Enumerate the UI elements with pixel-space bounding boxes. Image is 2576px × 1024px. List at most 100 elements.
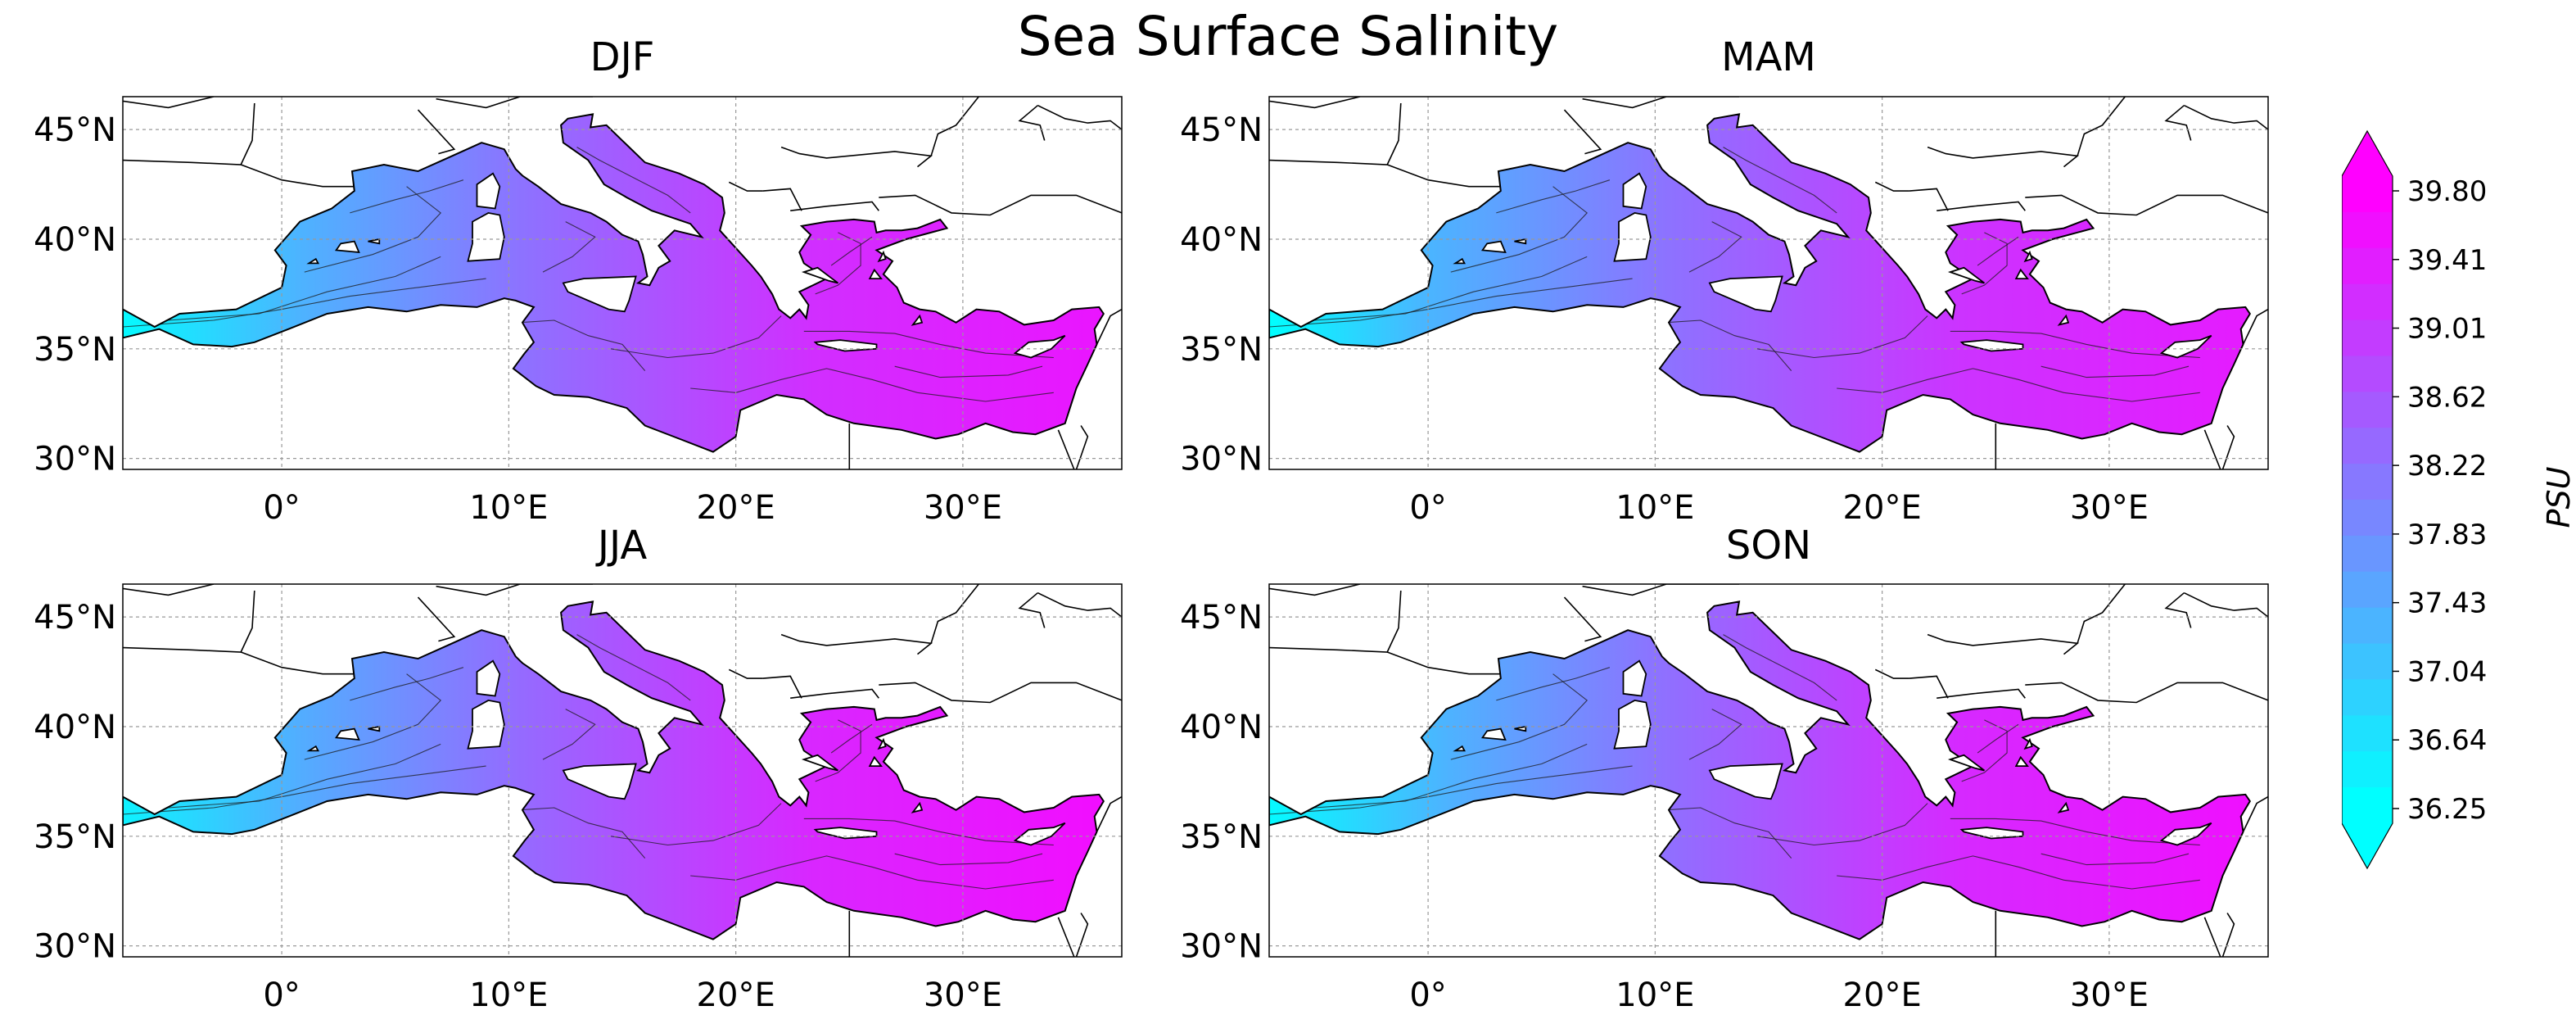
- map-frame: [1268, 583, 2269, 958]
- salinity-contour: [1269, 765, 1633, 815]
- colorbar-tick-label: 36.25: [2407, 793, 2487, 826]
- lat-tick-label: 30°N: [1180, 441, 1263, 478]
- island: [1514, 238, 1527, 245]
- coastline: [930, 97, 979, 156]
- island: [334, 240, 360, 254]
- island: [868, 755, 883, 767]
- salinity-contour: [1496, 179, 1611, 214]
- colorbar-segment: [2342, 319, 2393, 357]
- colorbar-segment: [2342, 211, 2393, 249]
- salinity-contour: [1723, 634, 1837, 701]
- coastline: [1927, 146, 2080, 168]
- land-coastlines: [123, 97, 1122, 469]
- map-panel-djf: 45°N 40°N 35°N 30°N 0° 10°E 20°E 30°E: [34, 96, 1123, 524]
- salinity-contour: [1950, 330, 2200, 359]
- salinity-contour: [304, 673, 442, 760]
- islands: [1453, 659, 2212, 846]
- island: [911, 801, 924, 813]
- salinity-contour: [1314, 256, 1588, 321]
- island: [801, 266, 838, 284]
- lon-tick-label: 20°E: [1843, 976, 1922, 1012]
- sea-coastline: [123, 113, 1105, 453]
- lat-tick-label: 30°N: [34, 928, 116, 966]
- land-coastlines: [123, 584, 1122, 957]
- coastline: [2025, 194, 2268, 216]
- salinity-contour: [1977, 236, 2019, 266]
- salinity-contour: [830, 723, 873, 754]
- gridlines: [123, 97, 1122, 469]
- coastline: [1269, 584, 1361, 596]
- coastline: [1386, 651, 1501, 675]
- sea-coastline: [123, 600, 1105, 940]
- coastline: [1018, 105, 1046, 141]
- coastline: [1937, 688, 2026, 699]
- coastline: [1269, 590, 1402, 653]
- islands: [1453, 172, 2212, 359]
- coastline: [2164, 592, 2192, 628]
- islands: [306, 172, 1066, 359]
- island: [306, 257, 319, 265]
- lon-tick-label: 30°E: [924, 489, 1002, 524]
- salinity-contour: [304, 186, 442, 273]
- salinity-contour: [611, 803, 782, 846]
- salinity-contour: [1314, 743, 1588, 809]
- salinity-contour: [1666, 319, 1792, 371]
- coastline: [123, 584, 215, 596]
- colorbar-segment: [2342, 176, 2393, 213]
- lat-tick-label: 45°N: [34, 111, 116, 149]
- colorbar-extend-min: [2342, 823, 2393, 868]
- colorbar-tick-label: 39.01: [2407, 313, 2487, 346]
- island: [306, 745, 319, 752]
- lon-tick-label: 30°E: [2070, 976, 2149, 1012]
- coastline: [1563, 596, 1602, 642]
- colorbar-tick-label: 38.62: [2407, 381, 2487, 414]
- salinity-contour: [1688, 709, 1742, 760]
- lon-tick-label: 10°E: [469, 976, 548, 1012]
- island: [334, 727, 360, 741]
- lon-tick-label: 10°E: [1616, 976, 1694, 1012]
- lat-tick-label: 40°N: [34, 221, 116, 259]
- lat-tick-label: 35°N: [1180, 331, 1263, 369]
- contour-lines: [123, 147, 1054, 402]
- coastline: [780, 633, 933, 655]
- salinity-contour: [815, 232, 861, 295]
- salinity-contour: [123, 765, 486, 815]
- island: [1613, 699, 1652, 750]
- coastline: [1874, 181, 1909, 192]
- map-frame: [1268, 96, 2269, 470]
- colorbar-segment: [2342, 392, 2393, 428]
- island: [467, 211, 505, 262]
- colorbar-segment: [2342, 428, 2393, 464]
- island: [1622, 659, 1647, 697]
- salinity-contour: [803, 330, 1054, 359]
- coastline: [1096, 308, 1122, 345]
- colorbar-segment: [2342, 643, 2393, 681]
- salinity-contour: [1723, 147, 1837, 214]
- coastline: [1909, 675, 1949, 699]
- coastline: [417, 109, 456, 155]
- panel-title-jja: JJA: [597, 523, 648, 569]
- lon-tick-label: 20°E: [697, 489, 775, 524]
- coastline: [790, 688, 879, 699]
- colorbar-segment: [2342, 679, 2393, 716]
- colorbar: 39.80 39.41 39.01 38.62 38.22 37.83 37.43 37.04…: [2342, 129, 2487, 870]
- figure-title: Sea Surface Salinity: [1017, 5, 1559, 68]
- lat-tick-label: 40°N: [1180, 709, 1263, 746]
- salinity-contour: [815, 719, 861, 782]
- island: [467, 699, 505, 750]
- coastline: [930, 584, 979, 644]
- lon-tick-label: 20°E: [1843, 489, 1922, 524]
- island: [1480, 240, 1507, 254]
- salinity-contour: [1666, 807, 1792, 859]
- island: [1613, 211, 1652, 262]
- coastline: [240, 651, 355, 675]
- colorbar-tick-label: 36.64: [2407, 724, 2487, 757]
- island: [368, 238, 381, 245]
- map-panel-mam: 45°N 40°N 35°N 30°N 0° 10°E 20°E 30°E: [1180, 96, 2269, 524]
- islands: [306, 659, 1066, 846]
- coastline: [2077, 584, 2126, 644]
- colorbar-extend-max: [2342, 131, 2393, 176]
- coastline: [1269, 97, 1361, 109]
- coastline: [2184, 591, 2268, 618]
